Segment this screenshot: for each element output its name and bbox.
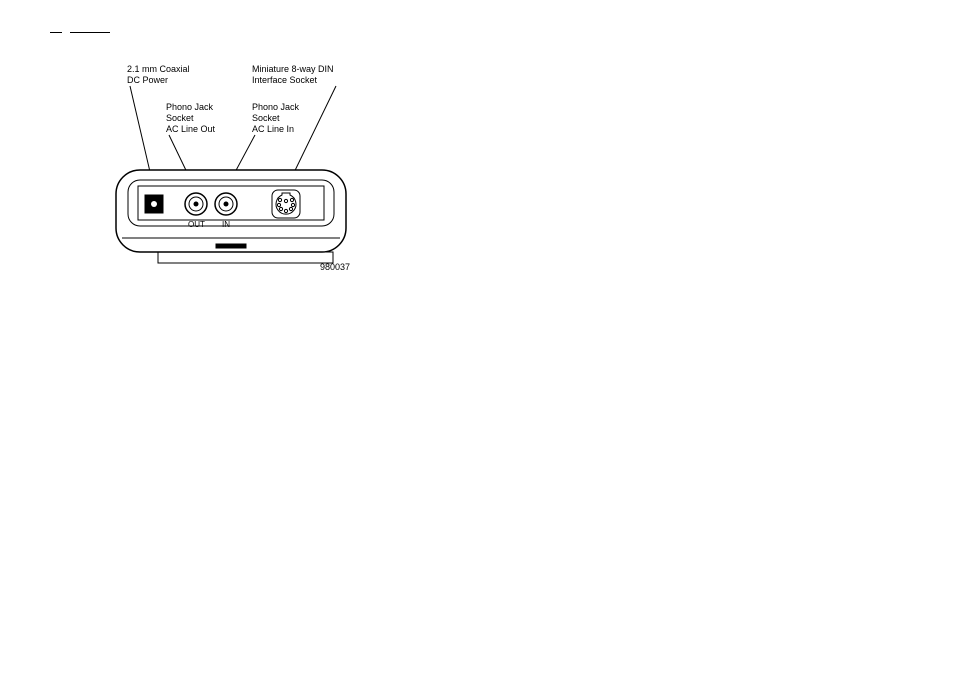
port-label-in: IN [222, 220, 230, 229]
device-diagram [0, 0, 954, 676]
figure-number: 980037 [320, 262, 350, 272]
port-label-out: OUT [188, 220, 205, 229]
